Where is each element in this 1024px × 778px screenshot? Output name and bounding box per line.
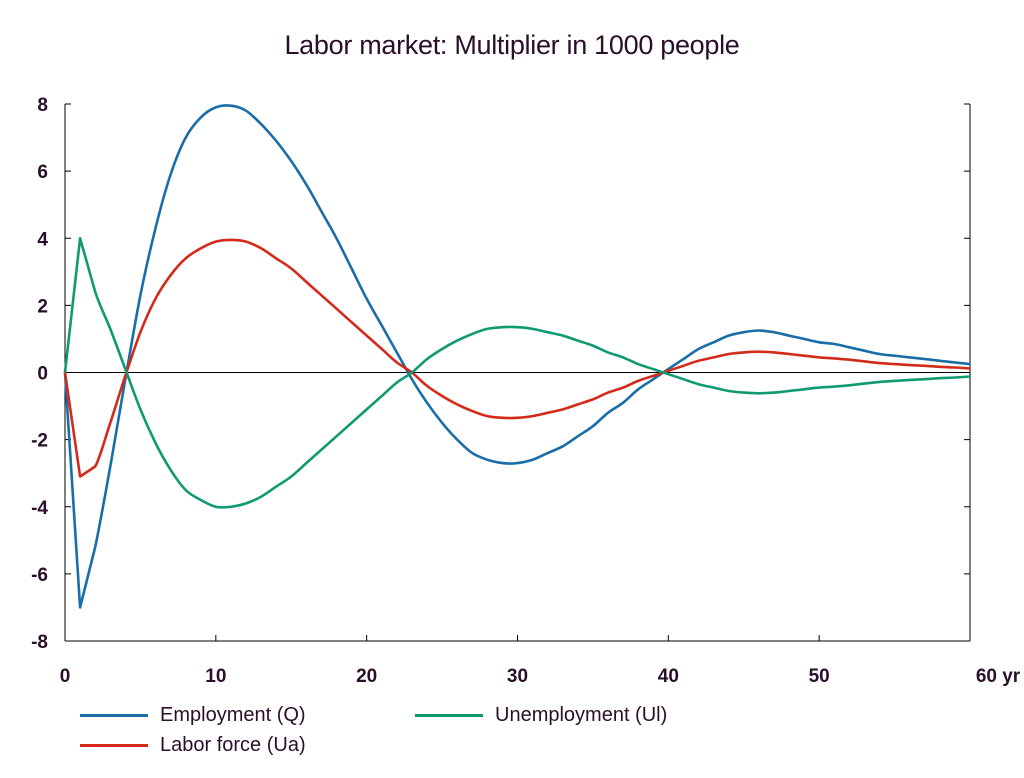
series-line-unemployment-ul [63,237,971,509]
y-tick-label: 8 [37,95,48,116]
y-tick-label: -4 [31,498,48,519]
x-tick-label: 0 [60,666,71,687]
series-line-employment-q [63,104,971,609]
y-tick-label: -8 [31,632,48,653]
y-tick-label: 0 [37,364,48,385]
y-tick-label: -6 [31,565,48,586]
x-tick-label: 60 yr [976,666,1021,687]
y-tick-label: 4 [37,229,48,250]
chart-title: Labor market: Multiplier in 1000 people [284,30,740,60]
x-tick-label: 40 [658,666,679,687]
y-tick-label: 6 [37,162,48,183]
x-tick-label: 10 [205,666,226,687]
axes [64,103,971,642]
series-line-labor-force-ua [63,238,971,478]
y-tick-label: -2 [31,431,48,452]
x-tick-label: 30 [507,666,528,687]
y-tick-label: 2 [37,296,48,317]
x-tick-label: 50 [809,666,830,687]
x-tick-label: 20 [356,666,377,687]
series-lines [63,104,971,609]
